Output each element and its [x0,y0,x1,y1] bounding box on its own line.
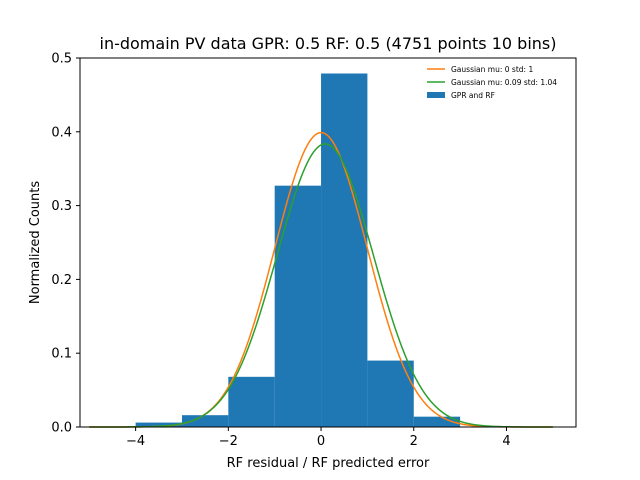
legend-label-gaussian-2: Gaussian mu: 0.09 std: 1.04 [451,78,557,87]
histogram-bar [181,415,229,427]
y-axis-ticks: 0.0 0.1 0.2 0.3 0.4 0.5 [51,52,80,436]
x-tick-label: 0 [317,434,325,449]
x-tick-label: −4 [126,434,145,449]
y-tick-label: 0.3 [51,199,72,214]
histogram-bar [274,185,322,427]
x-tick-label: 2 [410,434,418,449]
histogram-bar [413,416,461,427]
y-tick-label: 0.0 [51,421,72,436]
y-axis-label: Normalized Counts [28,181,43,304]
legend-patch-histogram [427,92,445,98]
legend-label-histogram: GPR and RF [451,91,495,100]
plot-area-frame [79,57,577,428]
histogram-bars [135,73,461,428]
gaussian-curve-2 [89,143,553,428]
x-tick-label: −2 [219,434,238,449]
gaussian-curves [89,131,553,428]
legend: Gaussian mu: 0 std: 1 Gaussian mu: 0.09 … [427,65,557,100]
histogram-bar [228,376,275,427]
y-tick-label: 0.5 [51,52,72,67]
y-tick-label: 0.1 [51,347,72,362]
histogram-bar [367,360,414,427]
y-tick-label: 0.4 [51,125,72,140]
x-axis-ticks: −4 −2 0 2 4 [126,427,511,449]
y-tick-label: 0.2 [51,273,72,288]
x-axis-label: RF residual / RF predicted error [227,456,430,471]
legend-label-gaussian-1: Gaussian mu: 0 std: 1 [451,65,533,74]
x-tick-label: 4 [502,434,510,449]
histogram-bar [135,422,182,427]
histogram-bar [321,73,368,428]
chart-title: in-domain PV data GPR: 0.5 RF: 0.5 (4751… [100,34,557,53]
